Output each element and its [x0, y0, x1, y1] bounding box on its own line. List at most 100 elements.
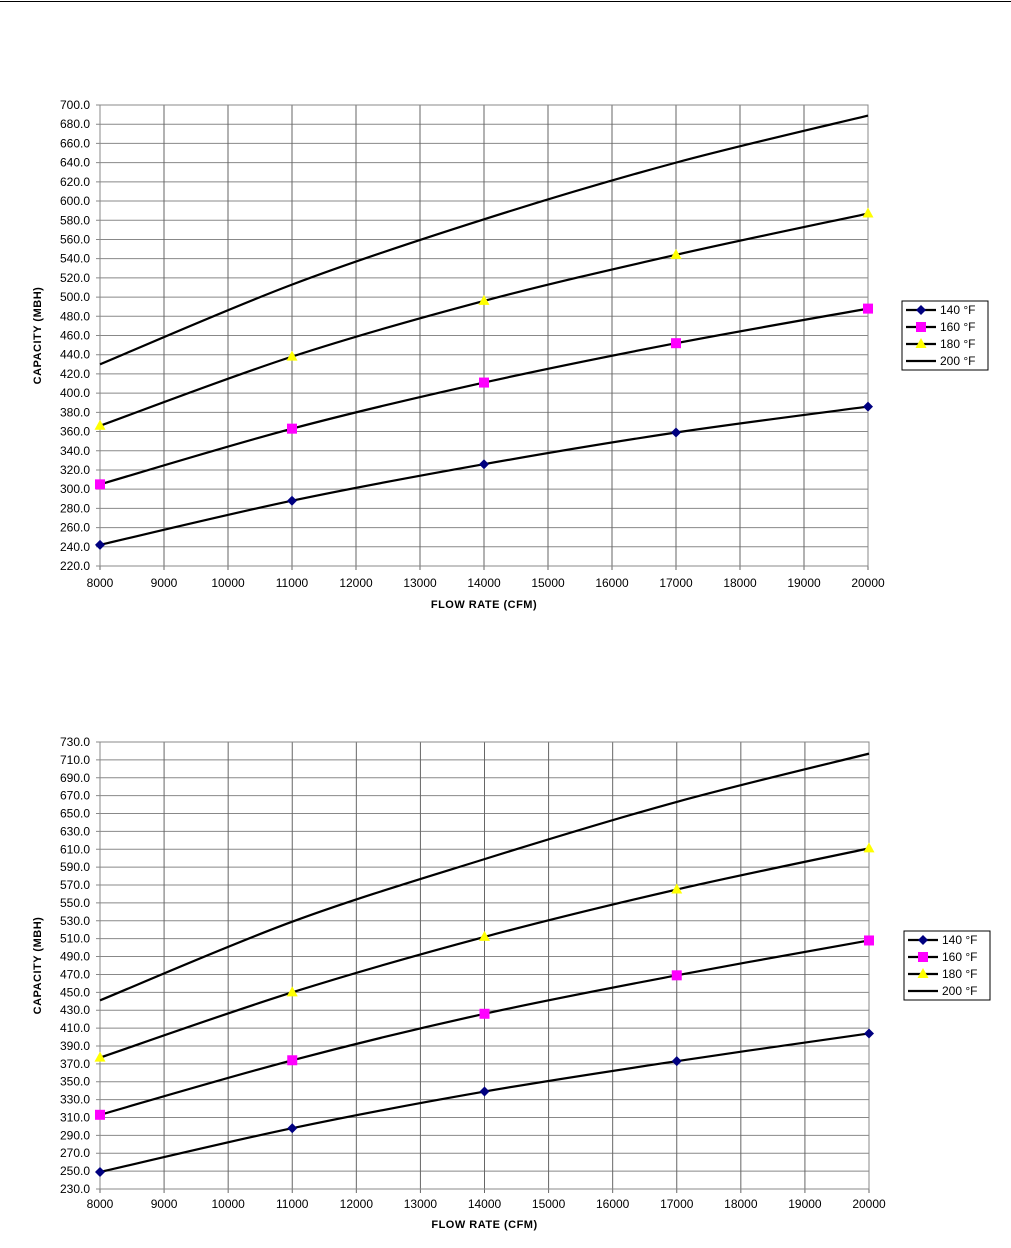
legend: 140 °F 160 °F 180 °F 200 °F [901, 300, 989, 371]
y-tick-label: 440.0 [60, 348, 90, 362]
legend-label: 180 °F [940, 337, 975, 351]
y-tick-label: 330.0 [60, 1093, 90, 1107]
y-axis-title: CAPACITY (MBH) [32, 917, 44, 1015]
y-tick-label: 610.0 [60, 842, 90, 856]
data-point-180 [670, 248, 682, 259]
y-tick-label: 540.0 [60, 252, 90, 266]
y-tick-label: 390.0 [60, 1039, 90, 1053]
y-tick-label: 290.0 [60, 1128, 90, 1142]
x-tick-label: 8000 [87, 576, 114, 590]
y-tick-label: 630.0 [60, 824, 90, 838]
y-tick-label: 430.0 [60, 1003, 90, 1017]
x-tick-label: 17000 [660, 1197, 694, 1211]
data-point-160 [671, 338, 681, 349]
y-tick-label: 260.0 [60, 521, 90, 535]
data-point-180 [671, 883, 683, 894]
y-tick-label: 220.0 [60, 559, 90, 573]
chart-1: 220.0 240.0 260.0 280.0 300.0 320.0 340.0 360.0… [32, 98, 989, 611]
legend-label: 140 °F [942, 933, 977, 947]
data-point-140 [95, 539, 105, 550]
legend-label: 180 °F [942, 967, 977, 981]
data-point-160 [95, 479, 105, 490]
data-point-180 [478, 294, 490, 305]
x-tick-label: 13000 [404, 1197, 438, 1211]
y-tick-label: 400.0 [60, 386, 90, 400]
x-tick-label: 9000 [151, 576, 178, 590]
legend-box [901, 300, 989, 371]
data-point-140 [864, 1028, 874, 1039]
y-tick-label: 380.0 [60, 405, 90, 419]
x-tick-label: 20000 [851, 576, 885, 590]
y-tick-label: 510.0 [60, 932, 90, 946]
x-tick-label: 13000 [403, 576, 437, 590]
x-tick-label: 17000 [659, 576, 693, 590]
legend-label: 160 °F [942, 950, 977, 964]
y-tick-label: 500.0 [60, 290, 90, 304]
plot-border [99, 104, 869, 567]
data-point-160 [671, 970, 682, 981]
plot-border [99, 741, 870, 1190]
y-tick-label: 690.0 [60, 771, 90, 785]
x-tick-label: 12000 [339, 576, 373, 590]
y-tick-label: 590.0 [60, 860, 90, 874]
y-tick-label: 280.0 [60, 501, 90, 515]
chart-2: 230.0 250.0 270.0 290.0 310.0 330.0 350.0 370.0… [32, 735, 991, 1231]
x-tick-label: 18000 [723, 576, 757, 590]
data-point-140 [479, 459, 489, 470]
x-tick-label: 16000 [596, 1197, 630, 1211]
legend-box [903, 930, 991, 1001]
y-tick-label: 360.0 [60, 425, 90, 439]
legend-marker [916, 305, 926, 315]
y-tick-label: 580.0 [60, 213, 90, 227]
data-point-160 [863, 303, 873, 314]
data-point-160 [864, 935, 874, 946]
legend-label: 140 °F [940, 303, 975, 317]
legend-marker [917, 968, 929, 978]
data-point-180 [862, 207, 874, 218]
data-point-180 [94, 1051, 106, 1062]
x-tick-label: 10000 [211, 576, 245, 590]
x-tick-label: 11000 [276, 576, 309, 590]
series-line-200 [99, 114, 869, 366]
x-tick-label: 15000 [531, 576, 565, 590]
y-tick-label: 570.0 [60, 878, 90, 892]
data-point-180 [479, 930, 490, 941]
y-tick-label: 460.0 [60, 329, 90, 343]
y-tick-label: 250.0 [60, 1164, 90, 1178]
x-tick-label: 14000 [468, 1197, 502, 1211]
data-point-140 [287, 1123, 298, 1134]
legend-label: 200 °F [942, 984, 977, 998]
x-tick-label: 14000 [467, 576, 501, 590]
x-tick-label: 19000 [788, 1197, 822, 1211]
data-point-140 [479, 1086, 490, 1097]
y-tick-label: 420.0 [60, 367, 90, 381]
x-tick-label: 10000 [211, 1197, 245, 1211]
x-tick-label: 9000 [151, 1197, 178, 1211]
legend-marker [918, 935, 928, 945]
y-tick-label: 530.0 [60, 914, 90, 928]
data-point-140 [671, 427, 681, 438]
y-tick-label: 650.0 [60, 807, 90, 821]
y-tick-label: 470.0 [60, 967, 90, 981]
legend: 140 °F 160 °F 180 °F 200 °F [903, 930, 991, 1001]
y-tick-label: 640.0 [60, 156, 90, 170]
data-point-160 [287, 423, 297, 434]
data-point-140 [287, 495, 297, 506]
data-point-140 [671, 1056, 682, 1067]
y-tick-label: 700.0 [60, 98, 90, 112]
page-top-rule [0, 1, 1011, 2]
y-tick-label: 730.0 [60, 735, 90, 749]
x-tick-label: 16000 [595, 576, 629, 590]
data-point-160 [479, 377, 489, 388]
x-tick-label: 8000 [87, 1197, 114, 1211]
legend-marker [918, 952, 928, 962]
y-tick-label: 300.0 [60, 482, 90, 496]
y-tick-label: 340.0 [60, 444, 90, 458]
y-tick-label: 600.0 [60, 194, 90, 208]
x-axis-title: FLOW RATE (CFM) [431, 599, 537, 611]
data-point-160 [479, 1008, 490, 1019]
x-tick-label: 18000 [724, 1197, 758, 1211]
x-tick-label: 20000 [852, 1197, 886, 1211]
data-point-160 [287, 1055, 298, 1066]
data-point-180 [863, 842, 875, 853]
